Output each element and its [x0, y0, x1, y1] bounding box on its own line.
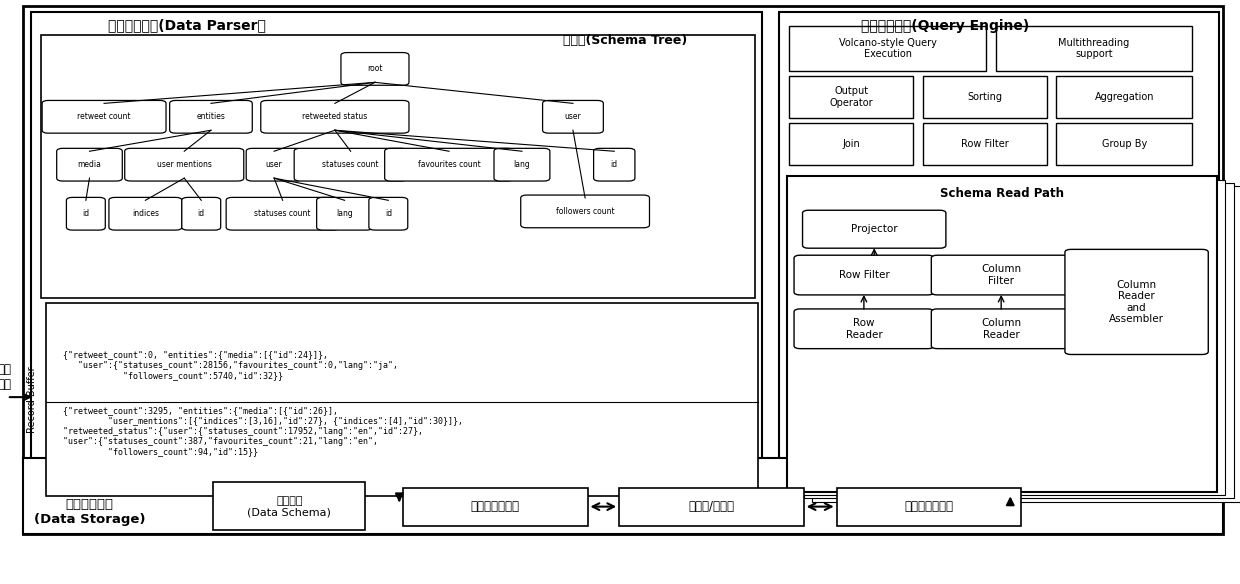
Text: 数据解析模块(Data Parser）: 数据解析模块(Data Parser） [108, 19, 265, 33]
Text: 语法树(Schema Tree): 语法树(Schema Tree) [563, 34, 687, 47]
FancyBboxPatch shape [368, 197, 408, 230]
Text: Row Filter: Row Filter [961, 138, 1008, 149]
Bar [923, 76, 1047, 118]
FancyBboxPatch shape [521, 195, 650, 228]
Text: retweeted status: retweeted status [303, 112, 367, 121]
FancyBboxPatch shape [67, 197, 105, 230]
Bar [795, 180, 1225, 495]
Text: followers count: followers count [556, 207, 615, 216]
FancyBboxPatch shape [42, 100, 166, 133]
FancyBboxPatch shape [260, 100, 409, 133]
Text: Multithreading
support: Multithreading support [1059, 38, 1130, 59]
Bar [789, 76, 913, 118]
Text: id: id [82, 209, 89, 218]
Bar [996, 26, 1193, 71]
Text: user: user [564, 112, 582, 121]
Text: Volcano-style Query
Execution: Volcano-style Query Execution [838, 38, 936, 59]
Bar [837, 488, 1022, 526]
Text: 查询分析模块(Query Engine): 查询分析模块(Query Engine) [861, 19, 1029, 33]
FancyBboxPatch shape [594, 148, 635, 181]
Text: media: media [78, 160, 102, 169]
Text: Join: Join [842, 138, 861, 149]
Bar [1056, 76, 1193, 118]
Text: Schema Read Path: Schema Read Path [940, 187, 1064, 200]
FancyBboxPatch shape [109, 197, 182, 230]
Text: lang: lang [513, 160, 531, 169]
Text: entities: entities [196, 112, 226, 121]
Text: Column
Reader
and
Assembler: Column Reader and Assembler [1109, 280, 1164, 324]
Text: id: id [197, 209, 205, 218]
Text: Projector: Projector [851, 224, 898, 234]
Text: Row Filter: Row Filter [838, 270, 889, 280]
Text: id: id [611, 160, 618, 169]
Text: Group By: Group By [1102, 138, 1147, 149]
Text: Row
Reader: Row Reader [846, 318, 883, 339]
Bar [619, 488, 804, 526]
Bar [789, 26, 986, 71]
Text: indices: indices [131, 209, 159, 218]
Text: favourites count: favourites count [418, 160, 480, 169]
Bar [213, 482, 366, 530]
FancyBboxPatch shape [494, 148, 549, 181]
Text: 数据定义
(Data Schema): 数据定义 (Data Schema) [248, 496, 331, 517]
FancyBboxPatch shape [931, 255, 1071, 295]
Text: retweet count: retweet count [77, 112, 131, 121]
Text: 文本
数据: 文本 数据 [0, 363, 11, 391]
Text: id: id [384, 209, 392, 218]
Text: {"retweet_count":3295, "entities":{"media":[{"id":26}],
           "user_mention: {"retweet_count":3295, "entities":{"medi… [53, 406, 463, 457]
FancyBboxPatch shape [794, 255, 934, 295]
Bar [812, 186, 1240, 502]
Bar [22, 458, 1223, 534]
FancyBboxPatch shape [543, 100, 604, 133]
FancyBboxPatch shape [1065, 249, 1208, 354]
Text: root: root [367, 64, 383, 74]
Text: user: user [265, 160, 283, 169]
FancyBboxPatch shape [247, 148, 303, 181]
FancyBboxPatch shape [182, 197, 221, 230]
FancyBboxPatch shape [170, 100, 252, 133]
Bar [780, 12, 1219, 505]
Bar [403, 488, 588, 526]
Text: 解析器/组装器: 解析器/组装器 [688, 500, 734, 513]
Bar [46, 303, 758, 496]
Bar [31, 12, 763, 505]
Text: Sorting: Sorting [967, 92, 1002, 102]
Bar [786, 176, 1216, 492]
Text: 列式二进制数据: 列式二进制数据 [904, 500, 954, 513]
FancyBboxPatch shape [226, 197, 339, 230]
Text: statuses count: statuses count [254, 209, 311, 218]
Text: user mentions: user mentions [156, 160, 212, 169]
Text: 行式二进制数据: 行式二进制数据 [471, 500, 520, 513]
Text: lang: lang [336, 209, 353, 218]
FancyBboxPatch shape [316, 197, 372, 230]
Text: Column
Reader: Column Reader [981, 318, 1022, 339]
Text: Aggregation: Aggregation [1095, 92, 1154, 102]
Text: Output
Operator: Output Operator [830, 86, 873, 107]
Bar [789, 123, 913, 165]
Text: Record Buffer: Record Buffer [27, 366, 37, 433]
Bar [923, 123, 1047, 165]
FancyBboxPatch shape [794, 309, 934, 349]
FancyBboxPatch shape [384, 148, 513, 181]
Text: {"retweet_count":0, "entities":{"media":[{"id":24}]},
     "user":{"statuses_cou: {"retweet_count":0, "entities":{"media":… [53, 350, 398, 380]
FancyBboxPatch shape [931, 309, 1071, 349]
Bar [804, 183, 1234, 498]
FancyBboxPatch shape [294, 148, 407, 181]
Bar [41, 35, 755, 298]
Bar [1056, 123, 1193, 165]
Text: 数据存储模块
(Data Storage): 数据存储模块 (Data Storage) [33, 498, 145, 526]
FancyBboxPatch shape [125, 148, 244, 181]
FancyBboxPatch shape [802, 210, 946, 248]
FancyBboxPatch shape [341, 53, 409, 85]
FancyBboxPatch shape [57, 148, 123, 181]
Text: Column
Filter: Column Filter [981, 265, 1022, 286]
Text: statuses count: statuses count [322, 160, 379, 169]
